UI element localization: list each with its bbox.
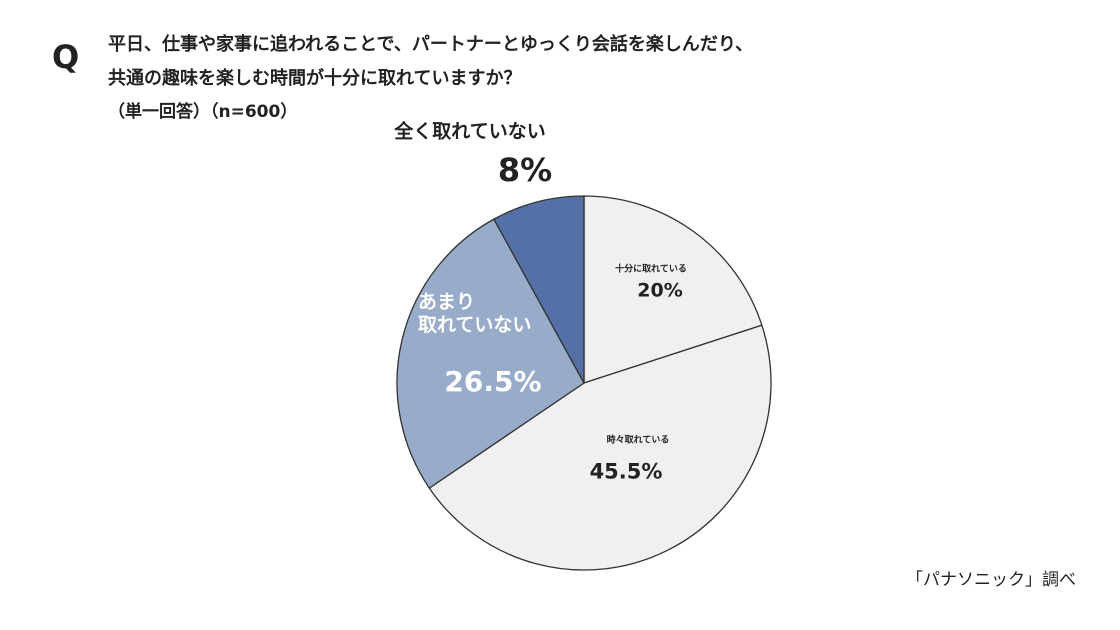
slice-label: 全く取れていない — [394, 120, 546, 143]
slice-label: 十分に取れている — [615, 264, 687, 275]
subtitle: （単一回答）（n=600） — [108, 102, 298, 122]
slice-label: あまり 取れていない — [418, 291, 532, 336]
q-mark: Q — [52, 38, 80, 76]
pie-slice — [396, 218, 585, 490]
value-label: 45.5% — [589, 459, 663, 484]
title-line: 平日、仕事や家事に追われることで、パートナーとゆっくり会話を楽しんだり、 — [108, 34, 754, 55]
pie-slice — [493, 195, 585, 384]
value-label: 8% — [497, 150, 553, 189]
title-line: 共通の趣味を楽しむ時間が十分に取れていますか？ — [108, 68, 522, 89]
pie-slice — [428, 324, 772, 571]
value-label: 20% — [637, 279, 683, 302]
value-label: 26.5% — [444, 365, 542, 399]
pie-slice — [583, 195, 763, 384]
source: 「パナソニック」調べ — [906, 570, 1076, 590]
slice-label: 時々取れている — [606, 435, 670, 446]
